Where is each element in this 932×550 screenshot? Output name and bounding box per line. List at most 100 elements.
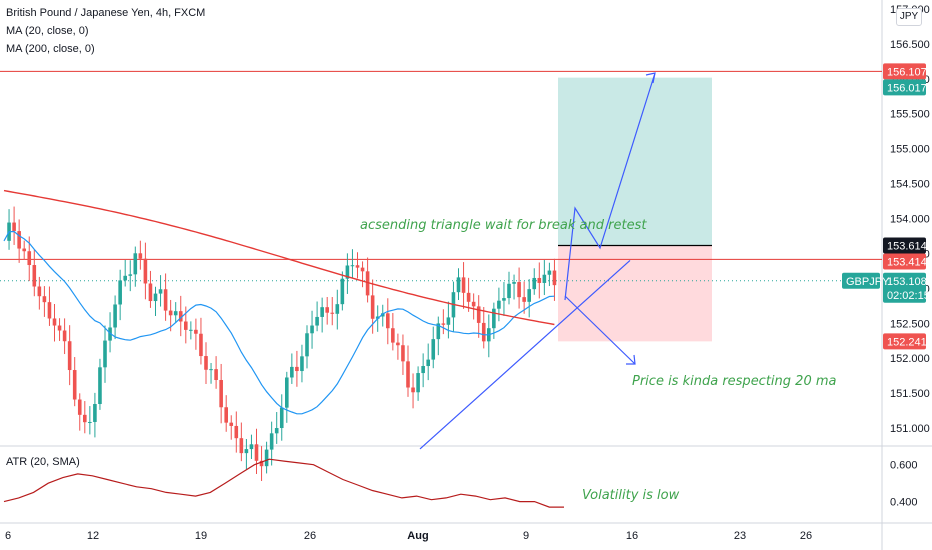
candle-body (163, 289, 168, 311)
price-tick-label: 152.500 (890, 318, 930, 330)
candle-body (249, 444, 254, 450)
price-tick-label: 152.000 (890, 353, 930, 365)
candle-body (118, 280, 122, 305)
atr-legend: ATR (20, SMA) (6, 456, 80, 468)
candle-body (396, 342, 400, 346)
candle-body (537, 277, 542, 283)
candle-body (365, 271, 370, 296)
candle-body (391, 328, 395, 343)
upper-line-tag (883, 63, 926, 80)
candle-body (67, 341, 72, 371)
candle-body (401, 345, 405, 362)
target-tag-label: 156.017 (887, 82, 927, 94)
target-tag (883, 79, 926, 96)
candle-body (517, 282, 521, 298)
candle-body (360, 267, 365, 272)
candle-body (421, 366, 425, 374)
candle-body (264, 449, 269, 467)
candle-body (370, 295, 375, 319)
candle-body (138, 253, 143, 259)
candle-body (77, 399, 82, 415)
candle-body (310, 325, 314, 334)
time-tick-label: 9 (523, 530, 529, 542)
candle-body (502, 298, 506, 301)
pullback-arrowhead (626, 354, 636, 365)
candle-body (214, 369, 218, 381)
candle-body (340, 278, 345, 305)
candle-body (466, 292, 471, 302)
candle-body (497, 300, 501, 309)
currency-unit-button[interactable]: JPY (896, 8, 922, 26)
candle-body (184, 321, 188, 330)
time-tick-label: 23 (734, 530, 746, 542)
candle-body (199, 333, 203, 357)
candle-body (532, 277, 537, 290)
price-tick-label: 154.500 (890, 179, 930, 191)
candle-body (471, 301, 476, 307)
candle-body (93, 404, 97, 422)
candle-body (436, 323, 441, 340)
candle-body (416, 373, 420, 393)
candle-body (406, 361, 410, 388)
candle-body (133, 253, 138, 275)
candle-body (239, 438, 244, 454)
candle-body (103, 340, 107, 368)
candle-body (57, 325, 62, 331)
candle-body (229, 422, 234, 426)
time-tick-label: 19 (195, 530, 207, 542)
candle-body (431, 339, 436, 360)
candle-body (52, 318, 57, 326)
candle-body (47, 302, 52, 319)
candle-body (22, 248, 26, 252)
candle-body (446, 317, 451, 325)
triangle-annotation: acsending triangle wait for break and re… (360, 218, 647, 233)
candle-body (224, 407, 228, 423)
ma20-legend: MA (20, close, 0) (6, 25, 89, 37)
time-tick-label: Aug (407, 530, 428, 542)
upper-line-tag-label: 156.107 (887, 66, 927, 78)
symbol-tag (842, 272, 880, 289)
candle-body (512, 282, 516, 284)
candle-body (274, 428, 279, 434)
time-tick-label: 12 (87, 530, 99, 542)
candle-body (335, 304, 340, 314)
candle-body (320, 307, 324, 317)
candle-body (42, 296, 47, 303)
time-tick-label: 26 (304, 530, 316, 542)
ma200-legend: MA (200, close, 0) (6, 43, 95, 55)
candle-body (456, 277, 461, 293)
ma200-line (3, 189, 555, 326)
stop-tag (883, 333, 926, 350)
chart-title: British Pound / Japanese Yen, 4h, FXCM (6, 7, 206, 19)
resistance-tag-label: 153.414 (887, 257, 927, 269)
candle-body (315, 316, 319, 326)
price-tick-label: 154.000 (890, 214, 930, 226)
candle-body (209, 369, 213, 371)
plot-background (0, 0, 882, 550)
candle-body (32, 265, 37, 287)
candle-body (547, 270, 552, 275)
candle-body (481, 322, 486, 342)
stop-zone (558, 245, 712, 342)
stop-tag-label: 152.241 (887, 336, 927, 348)
candle-body (244, 449, 249, 454)
last-price-tag (883, 272, 926, 303)
candle-body (426, 359, 430, 367)
candle-body (527, 289, 531, 302)
candle-body (98, 367, 102, 405)
candle-body (173, 311, 178, 316)
entry-tag (883, 237, 926, 254)
atr-line (3, 458, 564, 508)
candle-body (269, 433, 274, 450)
candle-body (345, 265, 350, 279)
time-tick-label: 6 (5, 530, 11, 542)
time-tick-label: 16 (626, 530, 638, 542)
candle-body (552, 270, 557, 286)
price-tick-label: 151.000 (890, 423, 930, 435)
last-price-label: 153.108 (887, 276, 927, 288)
volatility-annotation: Volatility is low (582, 488, 680, 503)
target-zone (558, 77, 712, 246)
candle-body (290, 366, 294, 378)
candle-body (168, 310, 173, 316)
